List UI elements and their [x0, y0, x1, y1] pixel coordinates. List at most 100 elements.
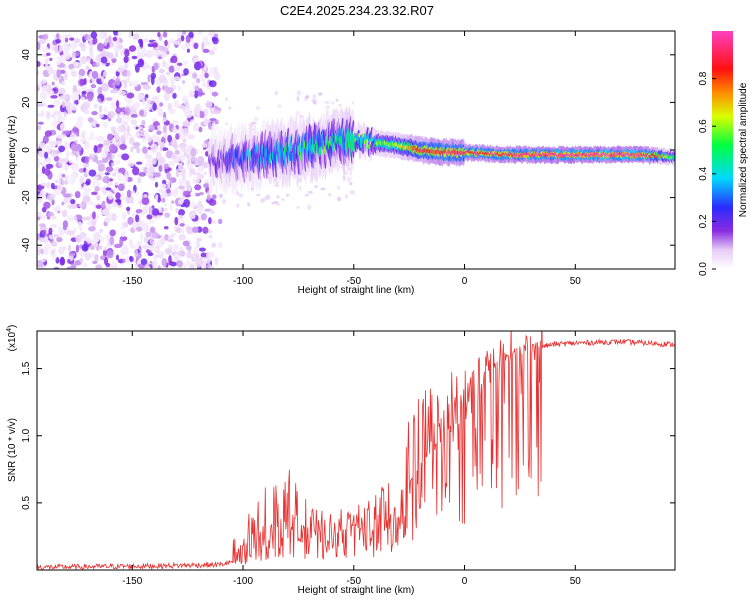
- spectrogram-noise-cell: [97, 143, 104, 148]
- spectrogram-noise-cell: [129, 244, 137, 249]
- spectrogram-noise-cell: [168, 108, 176, 114]
- spectrogram-noise-cell: [199, 31, 203, 36]
- spectrogram-noise-cell: [189, 201, 197, 208]
- spectrogram-noise-cell: [139, 212, 144, 216]
- spectrogram-noise-cell: [70, 203, 78, 209]
- spectrogram-noise-cell: [135, 126, 139, 130]
- spectrogram-noise-cell: [186, 48, 191, 53]
- spectrogram-noise-cell: [168, 161, 175, 167]
- spectrogram-noise-cell: [126, 206, 131, 212]
- spectrogram-noise-cell: [125, 255, 130, 264]
- spectrogram-noise-cell: [162, 207, 168, 212]
- spectrogram-noise-cell: [61, 209, 68, 218]
- spectrogram-noise-cell: [70, 142, 79, 152]
- spectrogram-noise-cell: [170, 55, 178, 64]
- spectrogram-noise-cell: [96, 194, 101, 201]
- spectrogram-noise-cell: [88, 169, 97, 177]
- spectrogram-noise-cell: [108, 143, 117, 153]
- spectrogram-noise-cell: [48, 234, 55, 240]
- spectrogram-noise-cell: [152, 240, 156, 247]
- spectrogram-noise-cell: [164, 212, 171, 218]
- spectrogram-noise-cell: [120, 224, 125, 231]
- spectrogram-noise-cell: [138, 200, 142, 205]
- spectrogram-noise-cell: [56, 237, 63, 243]
- spectrogram-noise-cell: [137, 176, 141, 184]
- spectrogram-noise-cell: [166, 171, 171, 180]
- spectrogram-noise-cell: [41, 79, 48, 83]
- spectrogram-y-tick-label: -40: [21, 238, 32, 253]
- colorbar-label: Normalized spectral amplitude: [738, 82, 749, 217]
- spectrogram-noise-cell: [170, 232, 177, 237]
- spectrogram-noise-cell: [140, 258, 148, 265]
- spectrogram-noise-cell: [188, 31, 194, 38]
- spectrogram-noise-cell: [44, 60, 49, 68]
- spectrogram-noise-cell: [151, 247, 159, 252]
- spectrogram-noise-cell: [90, 83, 97, 89]
- spectrogram-noise-cell: [58, 145, 66, 153]
- spectrogram-noise-cell: [131, 55, 138, 60]
- colorbar-tick-label: 0.4: [698, 166, 709, 180]
- spectrogram-noise-cell: [128, 136, 135, 145]
- spectrogram-noise-cell: [162, 117, 167, 123]
- spectrogram-noise-cell: [113, 181, 120, 186]
- spectrogram-noise-cell: [183, 68, 189, 76]
- spectrogram-noise-cell: [192, 246, 198, 255]
- spectrogram-noise-cell: [112, 81, 116, 88]
- spectrogram-noise-cell: [169, 203, 173, 211]
- spectrogram-noise-cell: [168, 260, 174, 266]
- spectrogram-noise-cell: [208, 234, 213, 239]
- spectrogram-noise-cell: [67, 258, 71, 264]
- spectrogram-noise-cell: [41, 257, 46, 263]
- spectrogram-noise-cell: [95, 123, 100, 128]
- spectrogram-noise-cell: [175, 207, 179, 214]
- spectrogram-noise-cell: [101, 82, 110, 92]
- spectrogram-noise-cell: [157, 107, 163, 114]
- spectrogram-noise-cell: [164, 39, 168, 47]
- spectrogram-noise-cell: [276, 195, 280, 199]
- spectrogram-noise-cell: [202, 226, 209, 234]
- spectrogram-noise-cell: [191, 226, 199, 233]
- spectrogram-noise-cell: [176, 62, 183, 67]
- spectrogram-noise-cell: [120, 231, 126, 238]
- spectrogram-noise-cell: [204, 72, 209, 79]
- spectrogram-noise-cell: [94, 253, 99, 263]
- spectrogram-noise-cell: [111, 162, 115, 167]
- spectrogram-noise-cell: [171, 200, 175, 204]
- spectrogram-noise-cell: [105, 97, 113, 101]
- spectrogram-noise-cell: [197, 155, 205, 165]
- spectrogram-noise-cell: [151, 96, 160, 101]
- spectrogram-noise-cell: [166, 188, 171, 194]
- spectrogram-noise-cell: [117, 183, 125, 192]
- spectrogram-noise-cell: [201, 82, 209, 88]
- spectrogram-noise-cell: [100, 152, 107, 159]
- spectrogram-noise-cell: [94, 186, 100, 192]
- spectrogram-noise-cell: [89, 48, 93, 56]
- spectrogram-noise-cell: [88, 226, 96, 232]
- spectrogram-noise-cell: [164, 233, 169, 242]
- spectrogram-noise-cell: [62, 225, 67, 231]
- spectrogram-noise-cell: [182, 80, 186, 84]
- spectrogram-noise-cell: [113, 31, 119, 37]
- spectrogram-noise-cell: [117, 172, 123, 182]
- snr-frame: [36, 330, 676, 571]
- spectrogram-noise-cell: [131, 190, 136, 195]
- spectrogram-noise-cell: [83, 108, 90, 115]
- spectrogram-noise-cell: [110, 126, 117, 133]
- spectrogram-noise-cell: [66, 215, 75, 222]
- spectrogram-noise-cell: [78, 203, 84, 208]
- spectrogram-noise-cell: [201, 143, 208, 148]
- spectrogram-noise-cell: [102, 175, 111, 184]
- spectrogram-noise-cell: [103, 106, 108, 113]
- spectrogram-noise-cell: [201, 41, 205, 51]
- spectrogram-noise-cell: [79, 32, 85, 37]
- spectrogram-noise-cell: [169, 266, 174, 269]
- spectrogram-noise-cell: [117, 31, 122, 37]
- spectrogram-noise-cell: [43, 160, 50, 165]
- spectrogram-noise-cell: [174, 256, 179, 261]
- spectrogram-noise-cell: [175, 168, 180, 178]
- spectrogram-noise-cell: [209, 66, 215, 76]
- spectrogram-noise-cell: [69, 41, 77, 51]
- spectrogram-noise-cell: [188, 264, 195, 269]
- spectrogram-noise-cell: [167, 134, 173, 143]
- spectrogram-noise-cell: [84, 251, 92, 261]
